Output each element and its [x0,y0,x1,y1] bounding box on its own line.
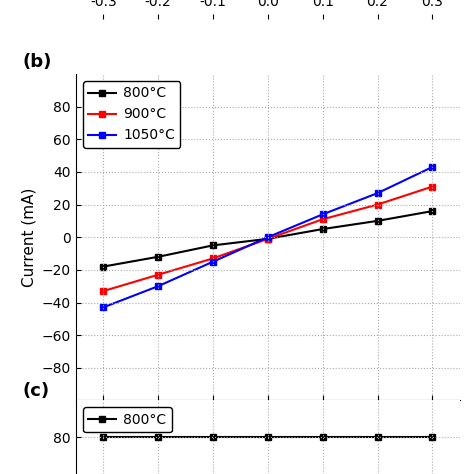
Legend: 800°C: 800°C [83,407,172,432]
800°C [374,434,380,440]
X-axis label: Voltage (V): Voltage (V) [226,425,310,440]
800°C [320,226,326,232]
900°C [100,288,106,294]
800°C [210,243,216,248]
1050°C [320,211,326,217]
Text: (c): (c) [22,383,49,401]
1050°C [210,259,216,264]
900°C [320,217,326,222]
900°C [155,272,161,278]
800°C [429,208,435,214]
900°C [429,184,435,190]
Line: 800°C: 800°C [100,208,436,270]
1050°C [374,190,380,196]
1050°C [100,305,106,310]
800°C [155,254,161,260]
800°C [100,264,106,269]
800°C [320,434,326,440]
Line: 800°C: 800°C [100,434,436,441]
800°C [265,434,271,440]
1050°C [155,283,161,289]
800°C [155,434,161,440]
1050°C [265,234,271,240]
900°C [265,236,271,242]
800°C [100,434,106,440]
800°C [374,218,380,224]
Line: 1050°C: 1050°C [100,164,436,311]
1050°C [429,164,435,170]
Y-axis label: Current (mA): Current (mA) [21,188,36,287]
Legend: 800°C, 900°C, 1050°C: 800°C, 900°C, 1050°C [83,81,181,148]
800°C [210,434,216,440]
800°C [265,236,271,242]
900°C [374,202,380,208]
Line: 900°C: 900°C [100,183,436,294]
900°C [210,255,216,261]
800°C [429,434,435,440]
Text: (b): (b) [22,53,52,71]
